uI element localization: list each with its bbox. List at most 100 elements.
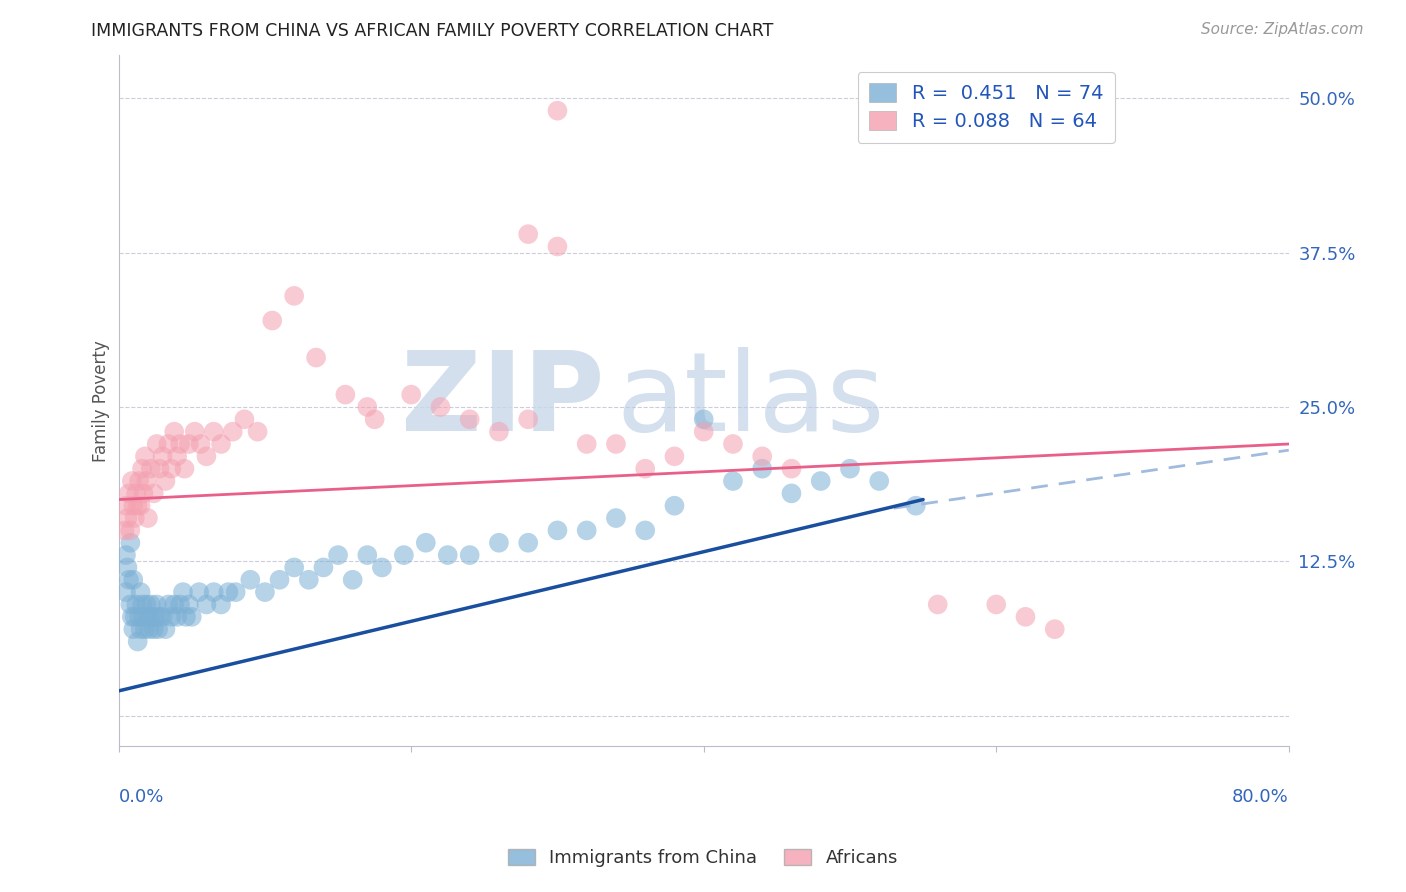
Point <box>605 511 627 525</box>
Point <box>120 524 142 538</box>
Point <box>117 560 139 574</box>
Point <box>239 573 262 587</box>
Point <box>121 474 143 488</box>
Point <box>132 486 155 500</box>
Point <box>326 548 349 562</box>
Point <box>312 560 335 574</box>
Point <box>135 474 157 488</box>
Point <box>751 461 773 475</box>
Point <box>149 461 172 475</box>
Point <box>115 499 138 513</box>
Point <box>129 585 152 599</box>
Point <box>298 573 321 587</box>
Point <box>634 524 657 538</box>
Point <box>810 474 832 488</box>
Point <box>664 450 686 464</box>
Point <box>415 535 437 549</box>
Point <box>118 486 141 500</box>
Point <box>122 573 145 587</box>
Text: 0.0%: 0.0% <box>118 788 165 805</box>
Point <box>160 609 183 624</box>
Point <box>180 609 202 624</box>
Point <box>986 598 1008 612</box>
Point <box>356 548 378 562</box>
Point <box>128 609 150 624</box>
Point <box>152 450 174 464</box>
Point <box>517 412 540 426</box>
Point <box>115 548 138 562</box>
Point <box>114 524 136 538</box>
Point <box>546 103 568 118</box>
Point <box>115 585 138 599</box>
Point <box>177 598 200 612</box>
Point <box>546 524 568 538</box>
Point <box>202 585 225 599</box>
Point <box>217 585 239 599</box>
Point <box>166 450 188 464</box>
Point <box>488 535 510 549</box>
Point <box>546 239 568 253</box>
Point <box>136 511 159 525</box>
Point <box>371 560 394 574</box>
Point <box>904 499 927 513</box>
Point <box>139 598 162 612</box>
Point <box>392 548 415 562</box>
Point <box>342 573 364 587</box>
Point <box>139 461 162 475</box>
Point <box>152 609 174 624</box>
Point <box>127 634 149 648</box>
Point <box>129 622 152 636</box>
Point <box>664 499 686 513</box>
Text: ZIP: ZIP <box>401 347 605 454</box>
Legend: Immigrants from China, Africans: Immigrants from China, Africans <box>501 841 905 874</box>
Point <box>129 499 152 513</box>
Point <box>142 486 165 500</box>
Point <box>195 598 218 612</box>
Point <box>1043 622 1066 636</box>
Point <box>125 486 148 500</box>
Point <box>174 609 197 624</box>
Point <box>155 622 177 636</box>
Point <box>117 511 139 525</box>
Point <box>131 598 153 612</box>
Point <box>146 622 169 636</box>
Point <box>163 425 186 439</box>
Point <box>868 474 890 488</box>
Point <box>149 609 172 624</box>
Point <box>122 622 145 636</box>
Point <box>222 425 245 439</box>
Y-axis label: Family Poverty: Family Poverty <box>93 340 110 462</box>
Point <box>160 461 183 475</box>
Point <box>173 461 195 475</box>
Text: atlas: atlas <box>616 347 884 454</box>
Point <box>233 412 256 426</box>
Point <box>693 412 716 426</box>
Point <box>135 598 157 612</box>
Point <box>209 598 232 612</box>
Point <box>780 486 803 500</box>
Point <box>136 609 159 624</box>
Point <box>124 609 146 624</box>
Point <box>269 573 291 587</box>
Point <box>122 499 145 513</box>
Point <box>458 548 481 562</box>
Point <box>169 437 191 451</box>
Point <box>575 524 598 538</box>
Point <box>209 437 232 451</box>
Point <box>751 450 773 464</box>
Point <box>128 474 150 488</box>
Point <box>172 585 194 599</box>
Point <box>253 585 276 599</box>
Text: Source: ZipAtlas.com: Source: ZipAtlas.com <box>1201 22 1364 37</box>
Point <box>141 609 163 624</box>
Point <box>134 622 156 636</box>
Point <box>145 437 167 451</box>
Point <box>142 622 165 636</box>
Point <box>183 425 205 439</box>
Point <box>839 461 862 475</box>
Point <box>262 313 284 327</box>
Point <box>721 474 744 488</box>
Point <box>125 598 148 612</box>
Point <box>693 425 716 439</box>
Point <box>190 437 212 451</box>
